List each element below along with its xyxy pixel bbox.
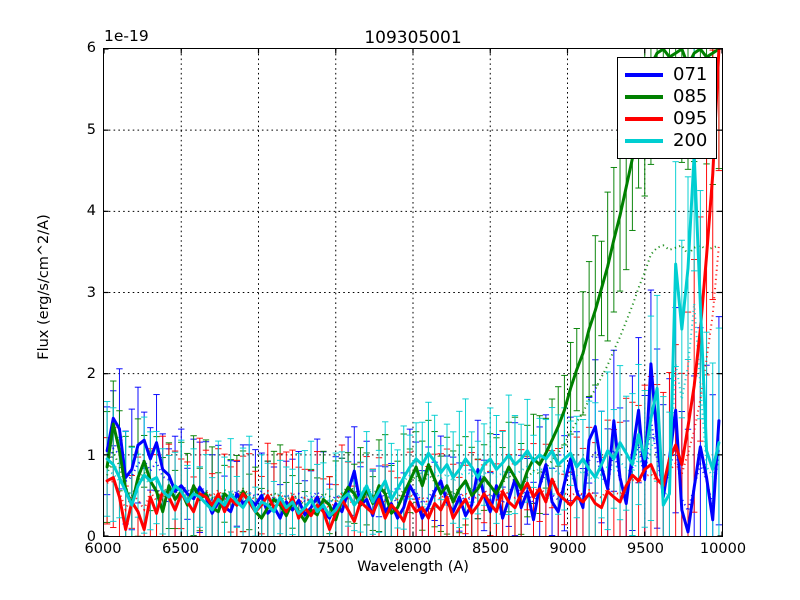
x-tick-label: 6000	[84, 541, 122, 557]
legend-label: 085	[673, 86, 708, 107]
legend-item-095[interactable]: 095	[625, 108, 707, 130]
tick-marks	[104, 49, 722, 536]
y-tick-label: 1	[86, 447, 96, 464]
series-line-095	[105, 49, 721, 532]
x-tick-label: 8500	[472, 541, 509, 557]
y-tick-label: 5	[86, 121, 96, 138]
x-axis-label: Wavelength (A)	[357, 559, 469, 575]
x-tick-label: 8000	[394, 541, 432, 557]
x-tick-label: 7000	[239, 541, 277, 557]
x-tick-label: 7500	[317, 541, 354, 557]
plot-title: 109305001	[364, 28, 462, 48]
x-tick-label: 9000	[549, 541, 587, 557]
legend-swatch-icon	[625, 95, 663, 99]
legend-item-071[interactable]: 071	[625, 64, 707, 86]
legend-label: 095	[673, 108, 708, 129]
y-tick-label: 3	[86, 284, 96, 301]
x-tick-label: 9500	[627, 541, 664, 557]
series-lines	[105, 49, 721, 534]
y-tick-label: 6	[86, 40, 96, 56]
legend-swatch-icon	[625, 139, 663, 143]
legend-swatch-icon	[625, 117, 663, 121]
legend-item-085[interactable]: 085	[625, 86, 707, 108]
series-line-200	[105, 152, 721, 518]
legend-item-200[interactable]: 200	[625, 130, 707, 152]
x-tick-label: 6500	[162, 541, 199, 557]
y-axis-offset-text: 1e-19	[104, 27, 149, 45]
series-dotted-trace	[106, 418, 720, 514]
y-tick-label: 2	[86, 366, 96, 382]
legend[interactable]: 071 085 095 200	[617, 57, 718, 159]
y-tick-label: 0	[86, 529, 96, 545]
legend-label: 071	[673, 64, 708, 85]
y-axis-label: Flux (erg/s/cm^2/A)	[36, 214, 52, 360]
y-tick-label: 4	[86, 203, 96, 219]
x-tick-label: 10000	[699, 541, 747, 557]
legend-label: 200	[673, 130, 708, 151]
legend-swatch-icon	[625, 73, 663, 77]
